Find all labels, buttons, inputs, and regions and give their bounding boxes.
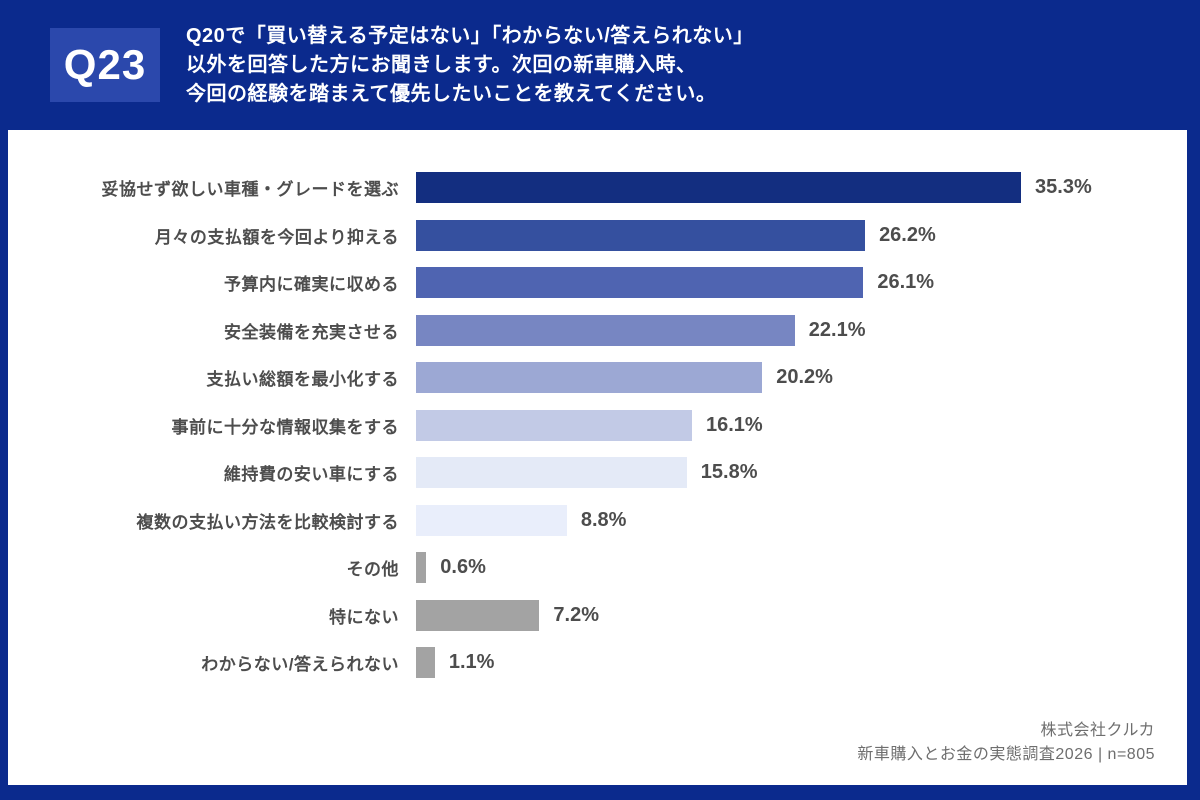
- value-label: 15.8%: [700, 461, 758, 484]
- footer-company: 株式会社クルカ: [1040, 722, 1155, 739]
- value-label: 22.1%: [808, 318, 866, 341]
- bar-area: 26.1%: [416, 267, 1187, 299]
- value-label: 35.3%: [1035, 176, 1092, 199]
- chart-row: 安全装備を充実させる 22.1%: [8, 307, 1187, 355]
- bar-area: 16.1%: [416, 409, 1187, 441]
- value-label: 0.6%: [440, 556, 486, 579]
- category-label: 予算内に確実に収める: [224, 275, 399, 295]
- chart-row: その他 0.6%: [8, 544, 1187, 592]
- footer-survey: 新車購入とお金の実態調査2026 | n=805: [857, 746, 1155, 763]
- value-label: 7.2%: [553, 603, 599, 626]
- header: Q23 Q20で「買い替える予定はない」「わからない/答えられない」 以外を回答…: [0, 0, 1200, 130]
- category-label: 複数の支払い方法を比較検討する: [136, 512, 399, 532]
- chart-row: 予算内に確実に収める 26.1%: [8, 259, 1187, 307]
- chart-row: 維持費の安い車にする 15.8%: [8, 449, 1187, 497]
- bar: [416, 314, 795, 346]
- value-label: 26.1%: [877, 271, 935, 294]
- bar-area: 15.8%: [416, 457, 1187, 489]
- category-label: 支払い総額を最小化する: [206, 370, 399, 390]
- bar-area: 8.8%: [416, 504, 1187, 536]
- bar-area: 1.1%: [416, 647, 1187, 679]
- bar-area: 26.2%: [416, 219, 1187, 251]
- question-text: Q20で「買い替える予定はない」「わからない/答えられない」 以外を回答した方に…: [186, 22, 754, 109]
- chart-panel: 妥協せず欲しい車種・グレードを選ぶ 35.3% 月々の支払額を今回より抑える 26.2…: [8, 130, 1187, 785]
- bar: [416, 409, 692, 441]
- chart-row: 特にない 7.2%: [8, 592, 1187, 640]
- category-label: 特にない: [329, 607, 399, 627]
- question-badge: Q23: [50, 28, 160, 102]
- category-label: 妥協せず欲しい車種・グレードを選ぶ: [101, 180, 399, 200]
- category-label: 月々の支払額を今回より抑える: [154, 227, 399, 247]
- bar-area: 20.2%: [416, 362, 1187, 394]
- value-label: 8.8%: [580, 508, 627, 531]
- bar-area: 22.1%: [416, 314, 1187, 346]
- category-label: その他: [346, 560, 399, 580]
- bar-area: 7.2%: [416, 599, 1187, 631]
- bar-chart: 妥協せず欲しい車種・グレードを選ぶ 35.3% 月々の支払額を今回より抑える 26.2…: [8, 164, 1187, 687]
- category-label: 維持費の安い車にする: [223, 465, 399, 485]
- category-label: わからない/答えられない: [201, 655, 399, 675]
- category-label: 事前に十分な情報収集をする: [171, 417, 399, 437]
- bar: [416, 647, 435, 679]
- category-label: 安全装備を充実させる: [224, 322, 399, 342]
- chart-row: 複数の支払い方法を比較検討する 8.8%: [8, 497, 1187, 545]
- footer: 株式会社クルカ 新車購入とお金の実態調査2026 | n=805: [857, 719, 1155, 767]
- question-line-1: Q20で「買い替える予定はない」「わからない/答えられない」: [186, 24, 754, 47]
- chart-row: わからない/答えられない 1.1%: [8, 639, 1187, 687]
- bar: [416, 267, 864, 299]
- bar: [416, 362, 763, 394]
- value-label: 1.1%: [448, 651, 495, 674]
- bar: [416, 172, 1022, 204]
- bar: [416, 552, 427, 584]
- bar: [416, 219, 866, 251]
- bar: [416, 599, 540, 631]
- chart-row: 支払い総額を最小化する 20.2%: [8, 354, 1187, 402]
- bar-area: 35.3%: [416, 172, 1187, 204]
- chart-row: 月々の支払額を今回より抑える 26.2%: [8, 212, 1187, 260]
- value-label: 16.1%: [705, 413, 763, 436]
- value-label: 20.2%: [776, 366, 833, 389]
- chart-row: 妥協せず欲しい車種・グレードを選ぶ 35.3%: [8, 164, 1187, 212]
- value-label: 26.2%: [879, 223, 936, 246]
- question-line-3: 今回の経験を踏まえて優先したいことを教えてください。: [186, 82, 717, 105]
- bar: [416, 504, 567, 536]
- bar-area: 0.6%: [416, 552, 1187, 584]
- bar: [416, 457, 687, 489]
- question-line-2: 以外を回答した方にお聞きします。次回の新車購入時、: [186, 53, 697, 76]
- chart-row: 事前に十分な情報収集をする 16.1%: [8, 402, 1187, 450]
